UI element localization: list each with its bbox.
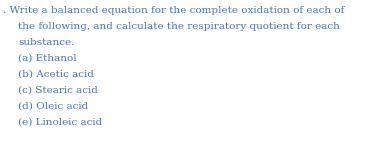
Text: (d) Oleic acid: (d) Oleic acid bbox=[18, 102, 88, 111]
Text: the following, and calculate the respiratory quotient for each: the following, and calculate the respira… bbox=[18, 22, 340, 31]
Text: substance.: substance. bbox=[18, 38, 74, 47]
Text: (e) Linoleic acid: (e) Linoleic acid bbox=[18, 118, 102, 127]
Text: (c) Stearic acid: (c) Stearic acid bbox=[18, 86, 98, 95]
Text: (a) Ethanol: (a) Ethanol bbox=[18, 54, 76, 63]
Text: . Write a balanced equation for the complete oxidation of each of: . Write a balanced equation for the comp… bbox=[3, 6, 344, 15]
Text: (b) Acetic acid: (b) Acetic acid bbox=[18, 70, 94, 79]
